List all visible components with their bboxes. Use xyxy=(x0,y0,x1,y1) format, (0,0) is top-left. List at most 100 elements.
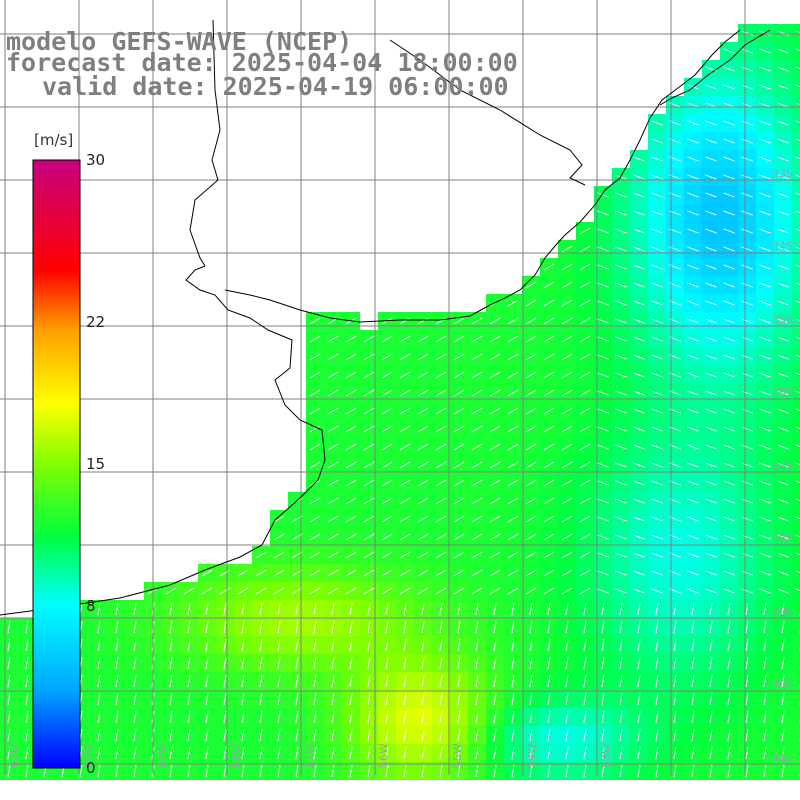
wind-arrow xyxy=(399,569,411,577)
wind-arrow xyxy=(781,657,785,669)
coastline xyxy=(0,19,771,616)
wind-arrow xyxy=(133,639,137,651)
wind-arrow xyxy=(169,711,173,723)
wind-arrow xyxy=(255,587,267,595)
wind-arrow xyxy=(97,693,101,705)
wind-arrow xyxy=(507,497,519,505)
wind-arrow xyxy=(561,281,573,289)
wind-arrow xyxy=(583,621,587,633)
wind-arrow xyxy=(277,693,281,705)
wind-arrow xyxy=(723,516,735,522)
wind-arrow xyxy=(205,729,209,741)
wind-arrow xyxy=(435,371,447,379)
wind-arrow xyxy=(421,711,425,723)
wind-arrow xyxy=(187,711,191,723)
wind-arrow xyxy=(259,765,263,777)
wind-arrow xyxy=(723,282,735,288)
longitude-label: 53W xyxy=(599,743,612,768)
wind-arrow xyxy=(741,570,753,576)
wind-arrow xyxy=(795,228,800,232)
lat-lon-grid xyxy=(0,0,800,775)
wind-arrow xyxy=(583,747,587,759)
wind-arrow xyxy=(547,765,551,777)
wind-arrow xyxy=(633,192,645,198)
wind-cell xyxy=(792,24,800,42)
wind-arrow xyxy=(507,533,519,541)
wind-cell xyxy=(792,276,800,294)
wind-arrow xyxy=(7,639,11,651)
wind-arrow xyxy=(97,621,101,633)
wind-cell xyxy=(792,150,800,168)
wind-arrow xyxy=(561,515,573,523)
wind-arrow xyxy=(651,282,663,288)
wind-arrow xyxy=(763,765,767,777)
wind-arrow xyxy=(763,729,767,741)
wind-arrow xyxy=(637,729,641,741)
wind-arrow xyxy=(525,569,537,577)
wind-arrow xyxy=(543,263,555,271)
wind-arrow xyxy=(331,675,335,687)
wind-arrow xyxy=(651,210,663,216)
wind-arrow xyxy=(507,389,519,397)
wind-arrow xyxy=(687,336,699,342)
wind-arrow xyxy=(223,675,227,687)
wind-arrow xyxy=(295,729,299,741)
wind-arrow xyxy=(529,711,533,723)
wind-arrow xyxy=(349,693,353,705)
colorbar-unit: [m/s] xyxy=(34,131,74,149)
wind-arrow xyxy=(453,371,465,379)
wind-arrow xyxy=(205,711,209,723)
wind-arrow xyxy=(169,603,173,615)
wind-arrow xyxy=(601,693,605,705)
wind-arrow xyxy=(597,588,609,594)
colorbar-tick-label: 22 xyxy=(86,313,106,332)
wind-arrow xyxy=(385,693,389,705)
wind-arrow xyxy=(525,551,537,559)
wind-arrow xyxy=(7,621,11,633)
wind-arrow xyxy=(507,515,519,523)
wind-arrow xyxy=(381,533,393,541)
wind-arrow xyxy=(709,711,713,723)
longitude-label: 58W xyxy=(229,743,242,768)
wind-cell xyxy=(792,726,800,744)
wind-arrow xyxy=(781,639,785,651)
wind-arrow xyxy=(435,587,447,595)
wind-arrow xyxy=(777,372,789,378)
wind-arrow xyxy=(687,552,699,558)
wind-arrow xyxy=(241,675,245,687)
wind-arrow xyxy=(97,657,101,669)
wind-arrow xyxy=(777,480,789,486)
wind-arrow xyxy=(651,498,663,504)
wind-arrow xyxy=(543,479,555,487)
wind-arrow xyxy=(115,729,119,741)
wind-arrow xyxy=(115,693,119,705)
wind-arrow xyxy=(7,711,11,723)
wind-arrow xyxy=(597,210,609,216)
wind-arrow xyxy=(691,657,695,669)
wind-arrow xyxy=(525,281,537,289)
wind-arrow xyxy=(331,711,335,723)
wind-arrow xyxy=(741,264,753,270)
wind-arrow xyxy=(309,353,321,361)
wind-arrow xyxy=(655,765,659,777)
wind-arrow xyxy=(777,462,789,468)
wind-arrow xyxy=(723,444,735,450)
wind-arrow xyxy=(7,765,11,777)
wind-arrow xyxy=(169,621,173,633)
wind-arrow xyxy=(367,765,371,777)
wind-arrow xyxy=(759,84,771,90)
wind-arrow xyxy=(313,765,317,777)
wind-arrow xyxy=(417,371,429,379)
wind-arrow xyxy=(399,425,411,433)
wind-direction-arrows xyxy=(7,30,800,777)
wind-arrow xyxy=(651,516,663,522)
wind-arrow xyxy=(385,657,389,669)
wind-cell xyxy=(792,168,800,186)
wind-arrow xyxy=(345,515,357,523)
wind-arrow xyxy=(417,515,429,523)
wind-arrow xyxy=(619,711,623,723)
wind-arrow xyxy=(759,102,771,108)
wind-arrow xyxy=(727,693,731,705)
wind-arrow xyxy=(745,639,749,651)
wind-arrow xyxy=(597,228,609,234)
